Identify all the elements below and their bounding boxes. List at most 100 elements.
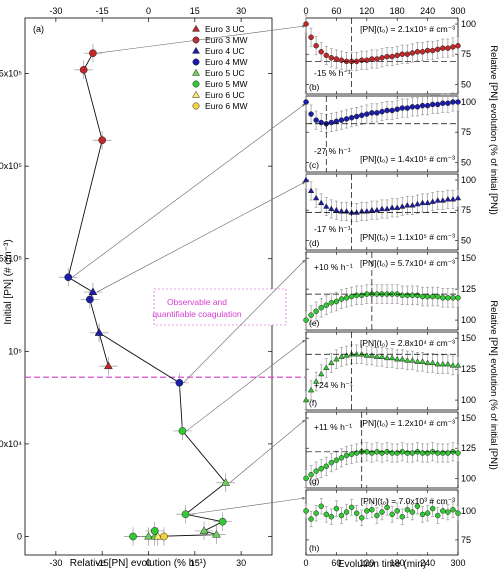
y-tick-label: 2.5x10⁵ [0,69,22,79]
data-point [409,509,416,515]
data-point [429,293,436,300]
data-point [383,205,391,212]
data-point [312,378,320,384]
data-point [429,101,436,108]
panel-a: -30 -30 -15 -15 0 0 15 15 30 30 0 5.0x10⁴ 10⁵ 1.5x10⁵… [0,6,305,568]
data-point [374,512,380,519]
data-point [353,350,360,357]
data-point [419,102,426,109]
point-euro-5-mw [218,517,227,526]
data-point [389,511,395,518]
panel-label: (d) [309,238,320,248]
data-point [429,47,436,54]
x-tick-label-bottom: 15 [190,558,200,568]
data-point [338,57,345,63]
y-tick-label: 100 [461,315,476,325]
x-tick-label-top: 300 [450,6,465,16]
data-point [343,295,350,301]
data-point [379,450,385,456]
data-point [455,295,461,301]
legend-label: Euro 4 MW [205,57,248,67]
rate-label: +10 % h⁻¹ [314,262,353,272]
data-point [333,355,340,362]
data-point [318,465,324,472]
data-point [384,53,390,60]
data-point [424,450,431,456]
data-point [378,353,386,359]
x-tick-label-bottom: -30 [49,558,62,568]
x-tick-label-bottom: 300 [450,558,465,568]
data-point [303,475,309,482]
legend-marker [192,58,200,66]
initial-concentration-label: [PN](t₀) = 2.8x10⁴ # cm⁻³ [360,338,455,348]
data-point [358,292,365,299]
data-point [450,99,456,105]
data-point [369,56,375,62]
data-point [414,358,421,364]
data-point [409,357,416,363]
data-point [308,471,314,478]
data-point [373,353,381,359]
data-point [399,513,406,520]
point-euro-5-uc [199,526,209,534]
data-point [308,516,314,522]
y-tick-label: 1.5x10⁵ [0,254,22,264]
y-tick-label: 150 [461,333,476,343]
panel-c: 50 75 100 [PN](t₀) = 1.4x10⁵ # cm⁻³ -27 % h⁻… [303,92,476,173]
data-point [328,513,335,520]
data-point [394,204,401,210]
data-point [313,117,319,123]
data-point [440,508,446,514]
data-point [399,51,406,57]
y-tick-label: 2.0x10⁵ [0,161,22,171]
data-point [303,99,309,105]
data-point [343,208,350,214]
data-point [444,195,452,202]
legend-label: Euro 3 UC [205,24,245,34]
panel-frame [305,489,459,556]
data-point [358,350,365,357]
y-tick-label: 50 [461,79,471,89]
data-point [348,114,355,121]
rate-label: +11 % h⁻¹ [314,422,352,432]
data-point [368,206,376,213]
data-point [312,194,320,201]
data-point [394,355,401,362]
data-point [414,292,421,299]
data-point [439,360,446,367]
data-point [434,293,441,300]
y-tick-label: 100 [461,97,476,107]
data-point [424,47,431,54]
y-tick-label: 150 [461,413,476,423]
point-euro-5-uc [221,478,231,486]
data-point [348,451,355,457]
data-point [323,302,330,308]
point-euro-5-uc [212,529,221,538]
data-point [323,511,330,518]
x-tick-label-bottom: 0 [303,558,308,568]
data-point [358,112,365,119]
data-point [343,352,350,358]
data-point [323,364,330,371]
y-tick-label: 150 [461,253,476,263]
data-point [318,304,324,311]
data-point [328,300,335,306]
data-point [409,292,416,299]
data-point [399,355,406,362]
panel-label: (e) [309,318,320,328]
data-point [424,293,431,300]
data-point [364,57,370,63]
data-point [378,205,386,212]
rate-label: -17 % h⁻¹ [314,224,351,234]
data-point [308,34,314,41]
data-point [364,111,370,117]
data-point [343,509,350,515]
legend-label: Euro 5 UC [205,68,245,78]
panel-g: 100 125 150 [PN](t₀) = 1.2x10⁴ # cm⁻³ +11 % … [303,411,476,489]
panel-a-label: (a) [33,24,44,34]
data-point [333,505,340,512]
point-euro-4-uc [94,328,104,336]
xlabel-right: Evolution time (min) [338,559,426,570]
data-point [399,105,406,111]
